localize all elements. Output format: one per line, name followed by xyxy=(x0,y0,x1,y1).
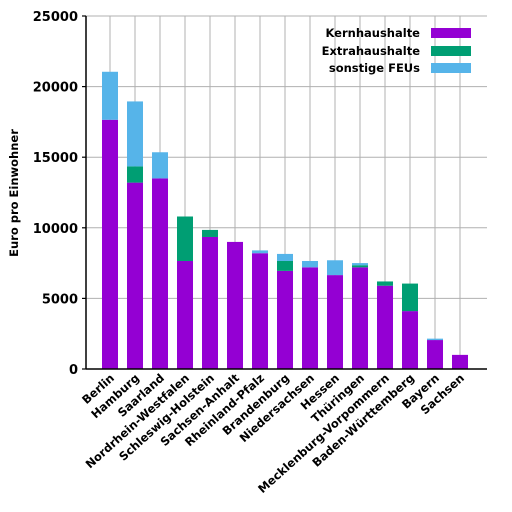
bar-segment xyxy=(427,338,443,341)
bar-segment xyxy=(277,260,293,271)
legend-swatch xyxy=(431,28,471,38)
legend-swatch xyxy=(431,63,471,73)
bar-segment xyxy=(327,275,343,369)
bar-segment xyxy=(277,253,293,261)
bar-segment xyxy=(102,71,118,120)
bars xyxy=(102,71,468,369)
y-tick-label: 0 xyxy=(69,363,78,378)
y-tick-label: 10000 xyxy=(33,222,78,237)
y-tick-labels: 0 5000 10000 15000 20000 25000 xyxy=(33,10,78,378)
y-tick-label: 5000 xyxy=(42,292,78,307)
bar-segment xyxy=(252,250,268,254)
legend-swatch xyxy=(431,46,471,56)
bar-segment xyxy=(427,340,443,369)
bar-segment xyxy=(102,119,118,369)
x-category-labels: BerlinHamburgSaarlandNordrhein-Westfalen… xyxy=(79,370,467,495)
bar-segment xyxy=(352,265,368,268)
bar-segment xyxy=(302,267,318,369)
bar-segment xyxy=(352,267,368,369)
legend-label: Kernhaushalte xyxy=(325,26,420,40)
bar-segment xyxy=(302,260,318,268)
bar-segment xyxy=(202,236,218,369)
bar-segment xyxy=(177,260,193,369)
axes xyxy=(82,15,487,370)
legend-label: sonstige FEUs xyxy=(329,61,420,75)
y-tick-label: 20000 xyxy=(33,81,78,96)
bar-segment xyxy=(127,101,143,167)
y-tick-label: 15000 xyxy=(33,151,78,166)
bar-segment xyxy=(377,281,393,286)
bar-segment xyxy=(152,178,168,369)
legend: Kernhaushalte Extrahaushalte sonstige FEUs xyxy=(322,26,471,75)
bar-segment xyxy=(127,166,143,183)
bar-segment xyxy=(127,182,143,369)
y-axis-title: Euro pro Einwohner xyxy=(7,129,21,257)
bar-segment xyxy=(452,354,468,369)
bar-segment xyxy=(252,253,268,369)
legend-label: Extrahaushalte xyxy=(322,44,421,58)
bar-segment xyxy=(152,152,168,179)
bar-segment xyxy=(177,216,193,261)
bar-segment xyxy=(402,283,418,312)
bar-segment xyxy=(377,285,393,369)
bar-segment xyxy=(402,311,418,369)
bar-segment xyxy=(227,241,243,369)
bar-segment xyxy=(277,270,293,369)
bar-segment xyxy=(327,260,343,276)
bar-segment xyxy=(202,229,218,237)
bar-segment xyxy=(352,263,368,266)
y-tick-label: 25000 xyxy=(33,10,78,25)
